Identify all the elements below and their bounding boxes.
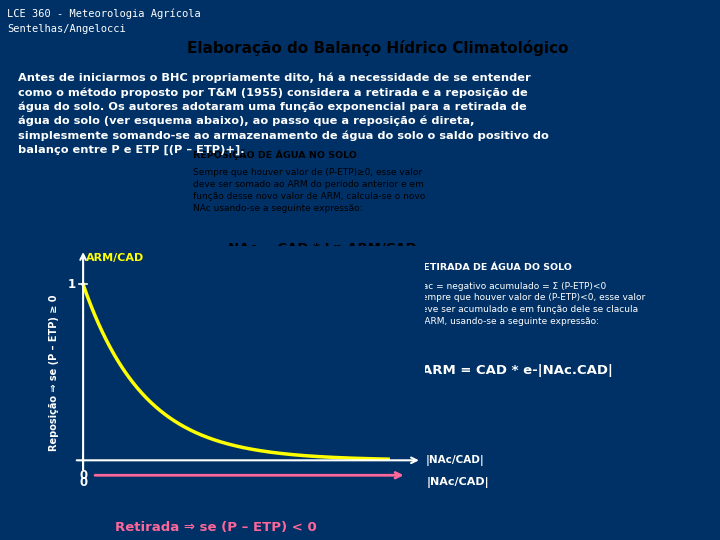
Text: LCE 360 - Meteorologia Agrícola: LCE 360 - Meteorologia Agrícola [7,8,201,18]
Text: ARM/CAD: ARM/CAD [86,253,145,263]
Text: |NAc/CAD|: |NAc/CAD| [426,455,485,466]
Text: REPOSIÇÃO DE ÁGUA NO SOLO: REPOSIÇÃO DE ÁGUA NO SOLO [192,149,356,160]
Text: 0: 0 [79,476,87,489]
Text: Sempre que houver valor de (P-ETP)≥0, esse valor
deve ser somado ao ARM do perío: Sempre que houver valor de (P-ETP)≥0, es… [192,168,425,213]
Text: ARM = CAD * e-|NAc.CAD|: ARM = CAD * e-|NAc.CAD| [422,364,613,377]
Text: Reposição ⇒ se (P – ETP) ≥ 0: Reposição ⇒ se (P – ETP) ≥ 0 [49,294,59,450]
Text: Retirada ⇒ se (P – ETP) < 0: Retirada ⇒ se (P – ETP) < 0 [115,521,317,534]
Text: 1: 1 [68,278,76,291]
Text: |NAc/CAD|: |NAc/CAD| [426,477,489,488]
Text: RETIRADA DE ÁGUA DO SOLO: RETIRADA DE ÁGUA DO SOLO [415,263,572,272]
Text: 0: 0 [79,469,87,482]
Text: Elaboração do Balanço Hídrico Climatológico: Elaboração do Balanço Hídrico Climatológ… [187,40,569,56]
Text: NAc = CAD * Ln ARM/CAD: NAc = CAD * Ln ARM/CAD [228,242,417,255]
Text: Sentelhas/Angelocci: Sentelhas/Angelocci [7,24,126,35]
Text: Nac = negativo acumulado = Σ (P-ETP)<0
Sempre que houver valor de (P-ETP)<0, ess: Nac = negativo acumulado = Σ (P-ETP)<0 S… [415,281,645,326]
Text: Antes de iniciarmos o BHC propriamente dito, há a necessidade de se entender
com: Antes de iniciarmos o BHC propriamente d… [18,73,549,154]
